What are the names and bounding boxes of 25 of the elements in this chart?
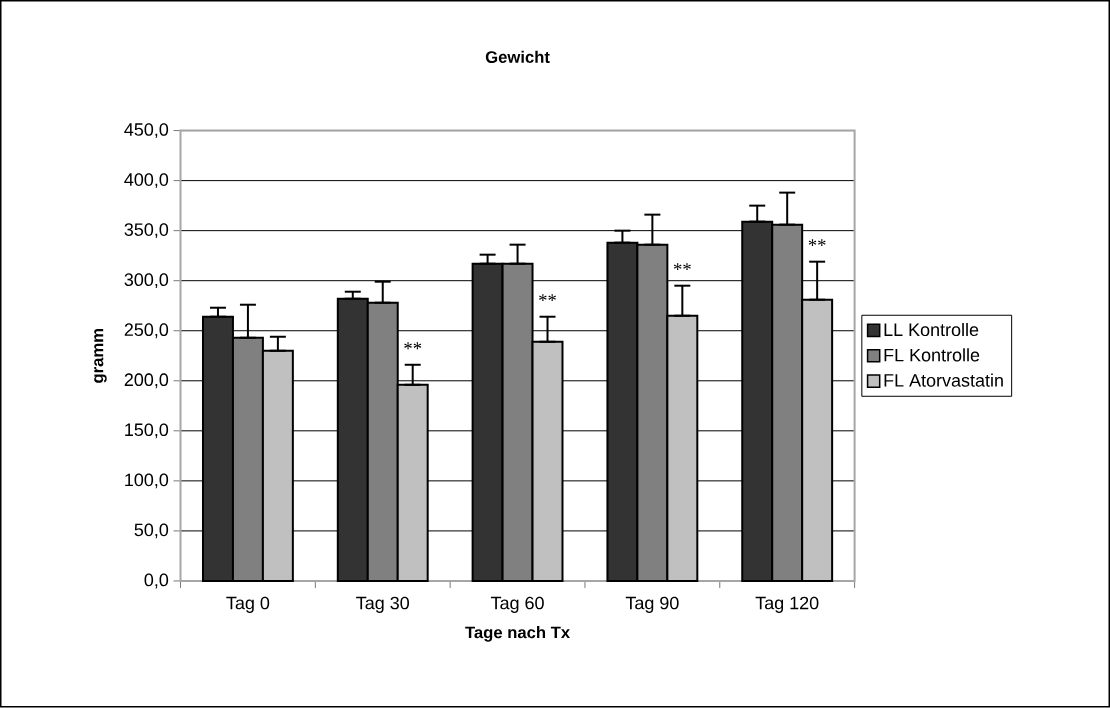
y-tick-label: 300,0 [124,273,169,289]
y-tick-label: 450,0 [124,123,169,139]
x-tick-label: Tag 30 [356,596,409,614]
annotation: ** [539,294,556,302]
x-axis-title: Tage nach Tx [465,626,570,642]
x-tick-label: Tag 120 [755,596,819,614]
y-tick-label: 200,0 [124,373,169,389]
x-tick-label: Tag 90 [625,596,679,614]
y-tick-label: 100,0 [125,473,169,489]
y-axis-title: gramm [94,329,107,384]
y-tick-label: 350,0 [124,223,169,239]
legend-label: FL Atorvastatin [884,373,1003,388]
y-tick-label: 400,0 [124,173,169,189]
y-tick-label: 0,0 [144,573,169,589]
x-tick-label: Tag 60 [490,596,544,614]
annotation: ** [673,263,691,271]
y-tick-label: 50,0 [134,523,169,539]
annotation: ** [404,342,422,350]
y-tick-label: 150,0 [125,423,169,439]
legend-label: FL Kontrolle [884,348,980,362]
x-tick-label: Tag 0 [226,596,270,614]
annotation: ** [808,239,826,247]
legend-label: LL Kontrolle [884,323,979,337]
chart-title: Gewicht [485,50,550,64]
y-tick-label: 250,0 [124,323,169,339]
